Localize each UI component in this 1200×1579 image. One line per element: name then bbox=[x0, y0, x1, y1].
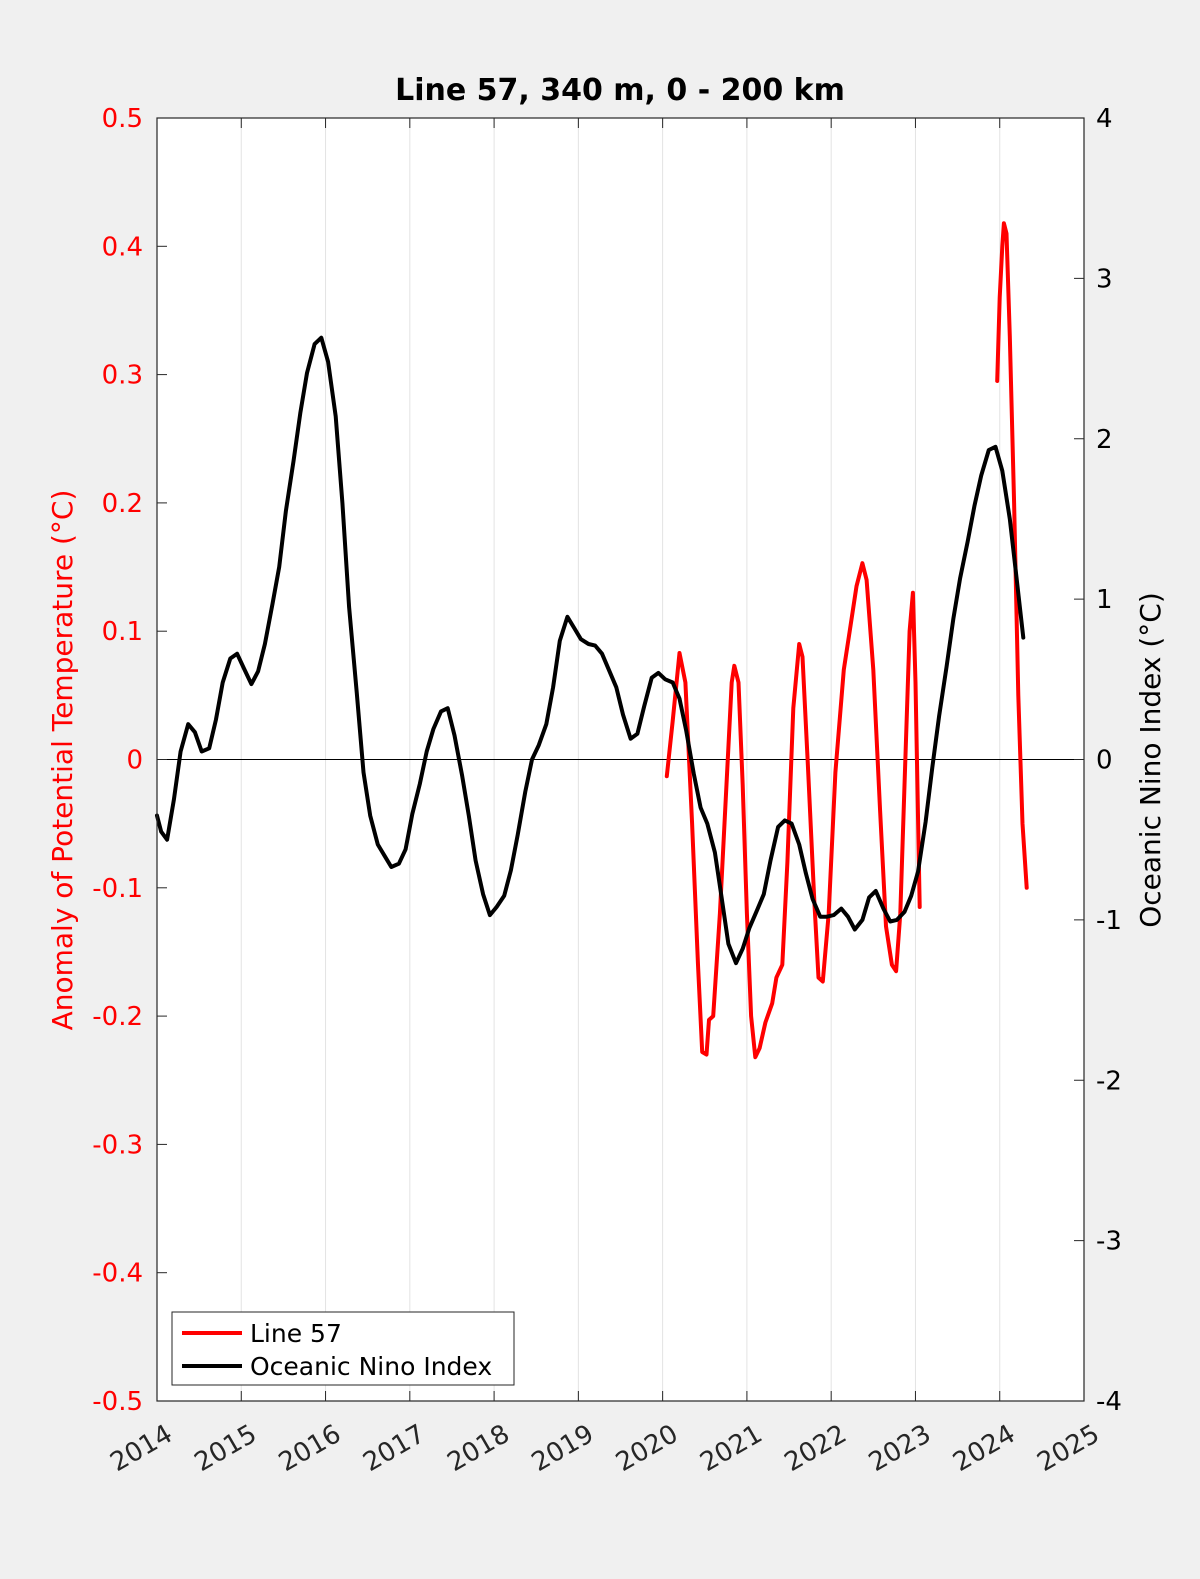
legend-label-line-57: Line 57 bbox=[250, 1319, 342, 1348]
y-left-tick-label: -0.4 bbox=[92, 1259, 143, 1289]
y-left-tick-label: -0.5 bbox=[92, 1387, 143, 1417]
legend: Line 57 Oceanic Nino Index bbox=[171, 1311, 515, 1386]
y-right-tick-label: -2 bbox=[1096, 1066, 1122, 1096]
y-left-tick-label: 0.5 bbox=[102, 104, 143, 134]
y-axis-left-label: Anomaly of Potential Temperature (°C) bbox=[46, 490, 79, 1031]
series-line-57 bbox=[664, 561, 922, 1060]
x-tick-label: 2020 bbox=[611, 1419, 683, 1478]
x-tick-label: 2015 bbox=[190, 1419, 262, 1478]
x-tick-label: 2024 bbox=[948, 1419, 1020, 1478]
y-right-tick-label: 4 bbox=[1096, 104, 1113, 134]
y-left-tick-label: 0 bbox=[126, 746, 143, 776]
series-line-57 bbox=[995, 221, 1029, 890]
chart-title: Line 57, 340 m, 0 - 200 km bbox=[395, 73, 845, 108]
y-left-tick-label: 0.4 bbox=[102, 232, 143, 262]
series-oceanic-nino-index bbox=[155, 335, 1026, 966]
y-right-tick-label: 2 bbox=[1096, 425, 1113, 455]
x-tick-label: 2018 bbox=[442, 1419, 514, 1478]
series-layer bbox=[155, 221, 1029, 1060]
y-axis-right-label: Oceanic Nino Index (°C) bbox=[1134, 592, 1167, 928]
x-tick-label: 2023 bbox=[864, 1419, 936, 1478]
x-tick-label: 2022 bbox=[780, 1419, 852, 1478]
tick-marks bbox=[156, 117, 1085, 1402]
y-right-tick-label: -3 bbox=[1096, 1227, 1122, 1257]
y-left-tick-label: 0.1 bbox=[102, 617, 143, 647]
x-tick-label: 2025 bbox=[1032, 1419, 1104, 1478]
x-tick-label: 2017 bbox=[358, 1419, 430, 1478]
y-right-tick-label: -1 bbox=[1096, 906, 1122, 936]
y-left-tick-label: -0.3 bbox=[92, 1130, 143, 1160]
x-tick-label: 2019 bbox=[527, 1419, 599, 1478]
y-right-tick-label: 3 bbox=[1096, 264, 1113, 294]
y-right-tick-label: -4 bbox=[1096, 1387, 1122, 1417]
x-tick-label: 2014 bbox=[105, 1419, 177, 1478]
legend-box bbox=[171, 1311, 515, 1386]
y-left-tick-label: 0.2 bbox=[102, 489, 143, 519]
x-tick-label: 2016 bbox=[274, 1419, 346, 1478]
y-right-tick-label: 0 bbox=[1096, 746, 1113, 776]
y-left-tick-label: 0.3 bbox=[102, 361, 143, 391]
legend-label-oni: Oceanic Nino Index bbox=[250, 1352, 492, 1381]
x-tick-label: 2021 bbox=[695, 1419, 767, 1478]
y-left-tick-label: -0.1 bbox=[92, 874, 143, 904]
y-right-tick-label: 1 bbox=[1096, 585, 1113, 615]
y-left-tick-label: -0.2 bbox=[92, 1002, 143, 1032]
